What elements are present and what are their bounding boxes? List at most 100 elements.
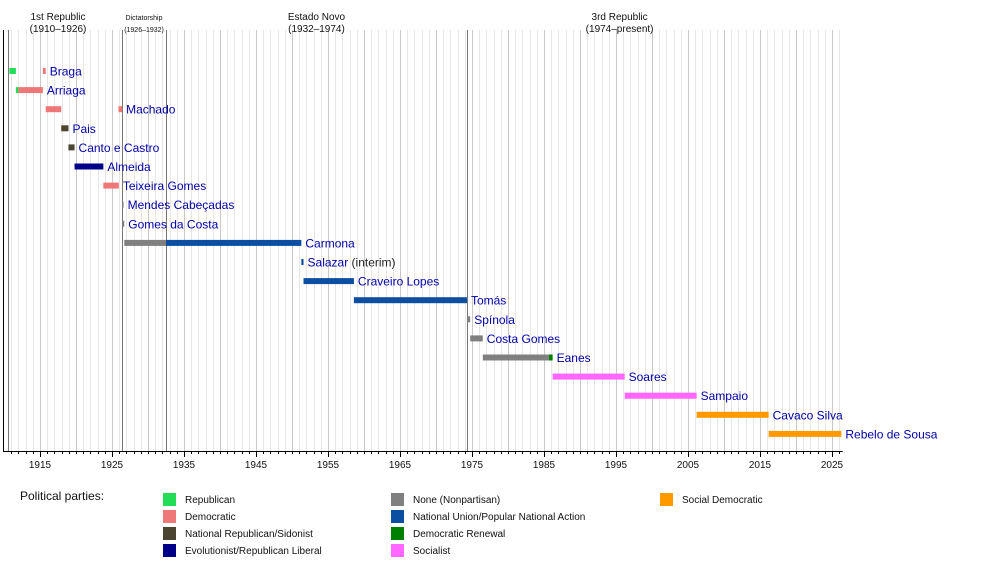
president-label: Carmona [305, 236, 355, 250]
term-bar [624, 392, 697, 399]
term-bar [61, 125, 69, 132]
term-bar [45, 106, 62, 113]
president-label: Pais [72, 122, 95, 136]
president-label: Mendes Cabeçadas [128, 198, 235, 212]
president-name: Costa Gomes [487, 332, 560, 346]
president-name: Spínola [474, 313, 515, 327]
president-label: Machado [126, 103, 176, 117]
legend-label: Republican [185, 495, 235, 506]
president-name: Braga [50, 65, 82, 79]
president-name: Rebelo de Sousa [845, 427, 937, 441]
president-label: Gomes da Costa [128, 217, 218, 231]
x-tick-label: 2005 [677, 460, 700, 471]
president-label: Teixeira Gomes [123, 179, 206, 193]
term-bar [166, 239, 302, 246]
legend-swatch [391, 493, 404, 506]
x-tick-label: 1955 [317, 460, 340, 471]
president-label: Spínola [474, 313, 515, 327]
president-name: Soares [629, 370, 667, 384]
legend-swatch [163, 510, 176, 523]
legend-label: Evolutionist/Republican Liberal [185, 546, 322, 557]
legend-label: National Union/Popular National Action [413, 512, 585, 523]
term-bar [15, 87, 19, 94]
x-tick-label: 1985 [533, 460, 556, 471]
legend-swatch [391, 510, 404, 523]
era-range: (1932–1974) [288, 24, 345, 35]
x-tick-label: 1945 [245, 460, 268, 471]
president-label: Costa Gomes [487, 332, 560, 346]
era-range: (1910–1926) [30, 24, 87, 35]
term-bar [122, 220, 125, 227]
term-bar [18, 87, 43, 94]
president-name: Sampaio [701, 389, 749, 403]
term-bar [42, 68, 46, 74]
legend-swatch [391, 544, 404, 557]
term-bar [9, 68, 16, 74]
term-bar [768, 430, 842, 437]
term-bar [74, 163, 104, 170]
era-range: (1926–1932) [124, 27, 164, 34]
president-name: Pais [72, 122, 95, 136]
term-bar [470, 335, 483, 342]
x-tick-label: 2025 [821, 460, 844, 471]
term-bar [466, 316, 471, 323]
x-tick-label: 2015 [749, 460, 772, 471]
president-label: Cavaco Silva [773, 408, 843, 422]
president-name: Almeida [107, 160, 151, 174]
president-label: Canto e Castro [79, 141, 160, 155]
term-bar [103, 182, 119, 189]
x-tick-label: 1935 [173, 460, 196, 471]
president-label: Tomás [471, 294, 506, 308]
president-name: Eanes [557, 351, 591, 365]
president-label: Braga [50, 65, 82, 79]
president-label: Sampaio [701, 389, 749, 403]
era-range: (1974–present) [586, 24, 654, 35]
legend-swatch [163, 493, 176, 506]
x-tick-label: 1925 [101, 460, 124, 471]
term-bar [68, 144, 75, 151]
legend-label: National Republican/Sidonist [185, 529, 313, 540]
term-bar [482, 354, 550, 361]
legend-swatch [163, 527, 176, 540]
term-bar [122, 201, 124, 208]
term-bar [549, 354, 553, 361]
term-bar [696, 411, 769, 418]
president-name: Tomás [471, 294, 506, 308]
term-bar [124, 239, 166, 246]
term-bar [552, 373, 625, 380]
president-name: Teixeira Gomes [123, 179, 206, 193]
president-label: Almeida [107, 160, 151, 174]
president-label-suffix: (interim) [348, 256, 395, 270]
era-name: 3rd Republic [592, 12, 648, 23]
president-name: Craveiro Lopes [358, 275, 439, 289]
term-bar [301, 259, 304, 265]
legend-swatch [163, 544, 176, 557]
x-tick-label: 1975 [461, 460, 484, 471]
term-bar [353, 297, 467, 304]
president-labels: Braga Arriaga Machado Pais Canto e Castro Alm… [47, 65, 938, 442]
president-label: Craveiro Lopes [358, 275, 439, 289]
president-name: Salazar [308, 256, 349, 270]
term-bars [9, 68, 842, 437]
legend-label: Socialist [413, 546, 450, 557]
president-name: Mendes Cabeçadas [128, 198, 235, 212]
president-name: Gomes da Costa [128, 217, 218, 231]
x-axis: 1915 1925 1935 1945 1955 1965 1975 1985 1995 2005… [3, 451, 844, 471]
president-label: Salazar (interim) [308, 256, 396, 270]
era-labels: 1st Republic(1910–1926) Dictatorship (1926… [30, 12, 654, 35]
president-name: Machado [126, 103, 176, 117]
president-label: Eanes [557, 351, 591, 365]
term-bar [303, 278, 354, 285]
era-name: 1st Republic [30, 12, 85, 23]
legend-swatch [391, 527, 404, 540]
legend-swatch [660, 493, 673, 506]
president-label: Soares [629, 370, 667, 384]
legend-label: Social Democratic [682, 495, 763, 506]
term-bar [118, 106, 123, 113]
president-name: Canto e Castro [79, 141, 160, 155]
x-tick-label: 1915 [29, 460, 52, 471]
legend-label: Democratic [185, 512, 236, 523]
president-name: Carmona [305, 236, 355, 250]
legend-title: Political parties: [20, 489, 104, 503]
